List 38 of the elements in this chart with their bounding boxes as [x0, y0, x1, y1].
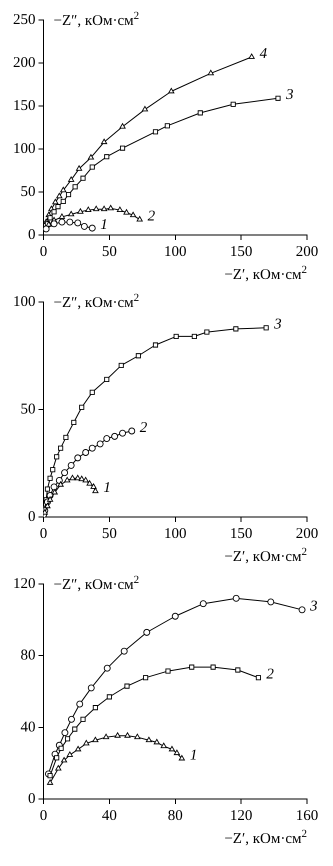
series-label: 4	[260, 46, 268, 62]
y-tick-label: 80	[20, 648, 36, 664]
x-tick-label: 100	[164, 526, 186, 542]
series-label: 3	[273, 316, 282, 333]
x-tick-label: 50	[102, 244, 117, 260]
x-tick-label: 50	[102, 526, 117, 542]
x-tick-label: 200	[296, 244, 318, 260]
y-tick-label: 50	[20, 401, 36, 418]
y-tick-label: 50	[20, 184, 36, 200]
y-tick-label: 250	[13, 12, 36, 28]
y-tick-label: 0	[28, 790, 36, 807]
x-tick-label: 0	[40, 526, 48, 542]
y-tick-label: 200	[13, 54, 36, 71]
series-label: 2	[266, 666, 274, 683]
x-tick-label: 150	[230, 526, 252, 542]
y-tick-label: 40	[20, 719, 36, 736]
x-tick-label: 80	[168, 808, 183, 824]
series-label: 2	[140, 420, 148, 436]
y-tick-label: 150	[13, 98, 36, 114]
series-label: 1	[190, 747, 198, 764]
series-label: 3	[309, 598, 318, 615]
x-tick-label: 40	[102, 808, 117, 824]
x-tick-label: 120	[230, 808, 252, 824]
series-label: 2	[148, 208, 156, 224]
y-tick-label: 0	[28, 226, 36, 243]
x-tick-label: 160	[296, 808, 318, 824]
x-tick-label: 200	[296, 526, 318, 542]
x-tick-label: 0	[40, 244, 48, 260]
series-label: 3	[285, 87, 294, 104]
y-tick-label: 0	[28, 508, 36, 525]
x-tick-label: 100	[164, 244, 186, 260]
y-tick-label: 100	[13, 140, 36, 157]
x-tick-label: 150	[230, 244, 252, 260]
y-tick-label: 120	[13, 576, 36, 592]
series-label: 1	[103, 480, 111, 496]
series-label: 1	[100, 217, 108, 234]
x-tick-label: 0	[40, 808, 48, 824]
y-tick-label: 100	[13, 294, 36, 310]
